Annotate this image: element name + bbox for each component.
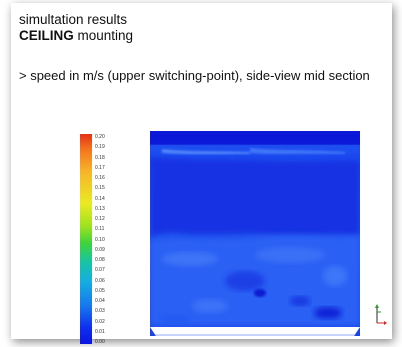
legend-tick-label: 0.00 — [95, 339, 105, 345]
mounting-heading: CEILING mounting — [19, 28, 133, 43]
velocity-contour-plot — [150, 131, 360, 336]
legend-tick-label: 0.09 — [95, 246, 105, 253]
legend-tick-label: 0.02 — [95, 318, 105, 325]
legend-tick-label: 0.11 — [95, 226, 105, 233]
legend-tick-label: 0.03 — [95, 308, 105, 315]
legend-tick-label: 0.13 — [95, 205, 105, 212]
legend-tick-label: 0.08 — [95, 257, 105, 263]
ceiling-region — [150, 131, 360, 145]
legend-tick-label: 0.04 — [95, 298, 105, 304]
legend-tick-label: 0.17 — [95, 164, 105, 171]
legend-tick-label: 0.20 — [95, 134, 105, 140]
color-legend-labels: 0.20 0.19 0.18 0.17 0.16 0.15 0.14 0.13 0.12 0.11… — [95, 131, 125, 346]
legend-tick-label: 0.05 — [95, 287, 105, 294]
legend-tick-label: 0.12 — [95, 216, 105, 222]
legend-tick-label: 0.18 — [95, 154, 105, 161]
legend-tick-label: 0.15 — [95, 185, 105, 192]
legend-tick-label: 0.01 — [95, 328, 105, 335]
legend-tick-label: 0.10 — [95, 236, 105, 243]
legend-tick-label: 0.07 — [95, 267, 105, 274]
mounting-suffix: mounting — [73, 28, 134, 43]
axis-triad-icon — [375, 304, 387, 325]
mounting-type: CEILING — [19, 28, 74, 43]
color-legend-bar — [80, 134, 92, 344]
legend-tick-label: 0.19 — [95, 144, 105, 151]
legend-tick-label: 0.16 — [95, 175, 105, 181]
legend-tick-label: 0.06 — [95, 277, 105, 284]
legend-tick-label: 0.14 — [95, 195, 105, 202]
plot-description: > speed in m/s (upper switching-point), … — [19, 68, 370, 83]
results-heading: simultation results — [19, 12, 128, 27]
